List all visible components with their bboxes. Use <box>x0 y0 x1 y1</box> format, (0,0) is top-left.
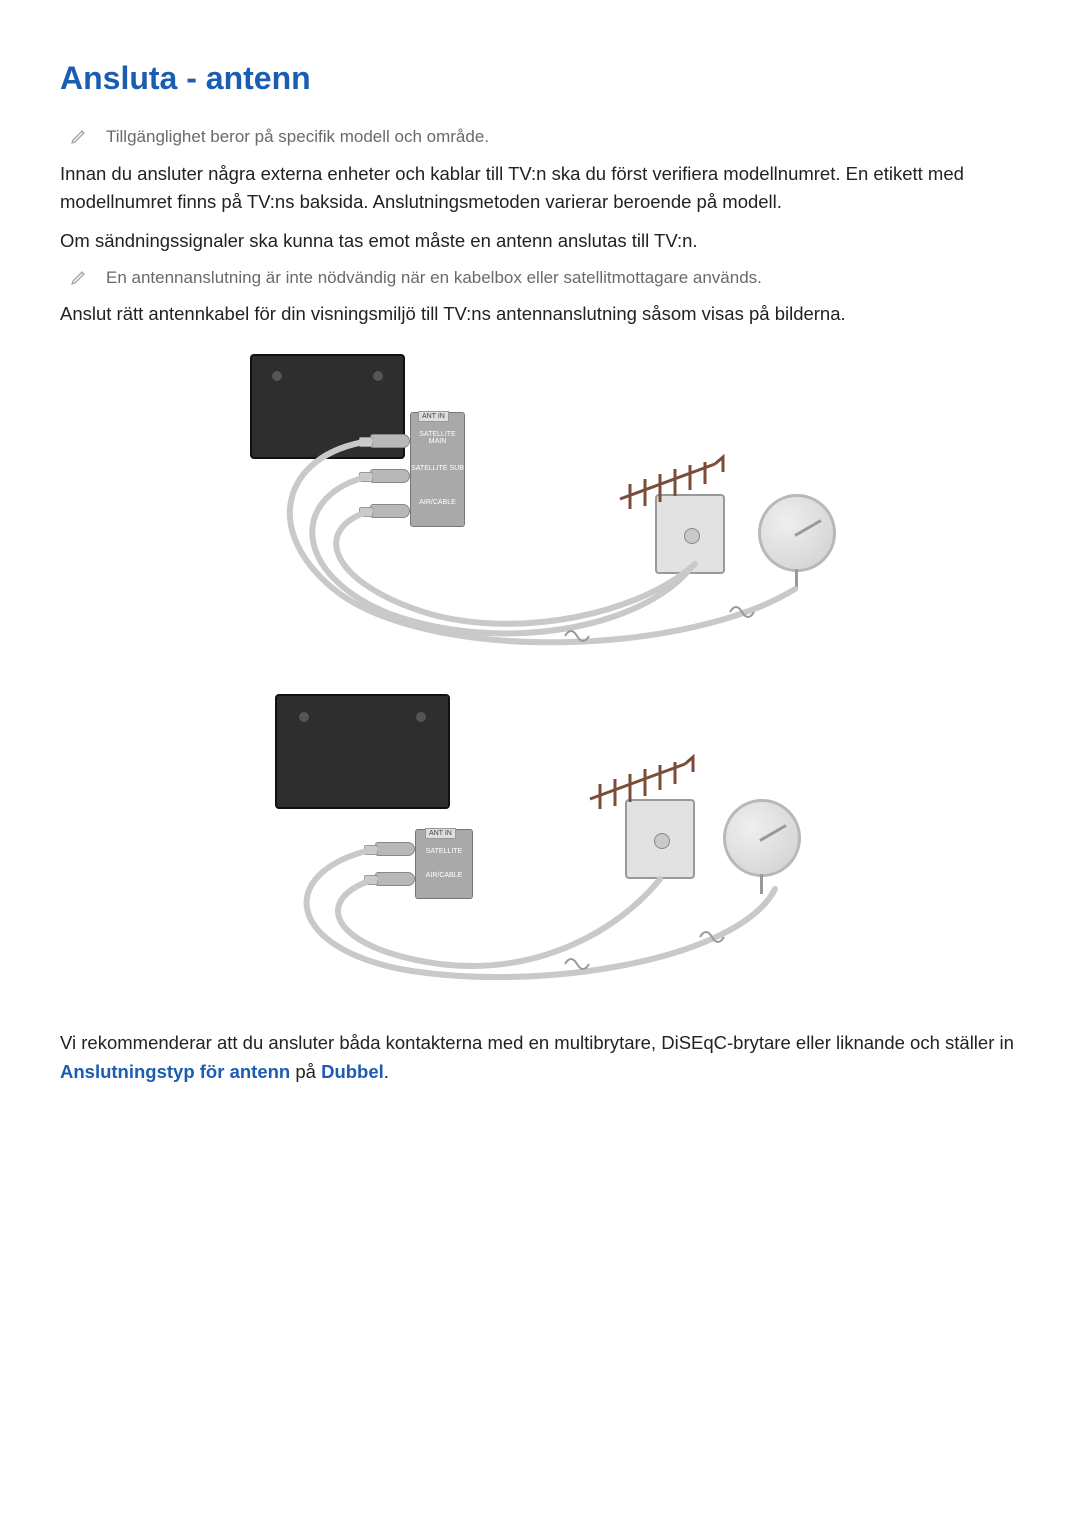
note-cablebox: En antennanslutning är inte nödvändig nä… <box>70 266 1020 291</box>
page-title-text: Ansluta - antenn <box>60 60 311 96</box>
paragraph-intro: Innan du ansluter några externa enheter … <box>60 160 1020 217</box>
diagram-container: ANT IN SATELLITE MAIN SATELLITE SUB AIR/… <box>60 354 1020 994</box>
link-dubbel: Dubbel <box>321 1061 384 1082</box>
text-segment: Vi rekommenderar att du ansluter båda ko… <box>60 1032 1014 1053</box>
pencil-icon <box>70 127 88 145</box>
paragraph-recommend: Vi rekommenderar att du ansluter båda ko… <box>60 1029 1020 1086</box>
note-text: Tillgänglighet beror på specifik modell … <box>106 125 489 150</box>
paragraph-connect: Anslut rätt antennkabel för din visnings… <box>60 300 1020 329</box>
cable-paths <box>220 354 860 664</box>
text-segment: . <box>384 1061 389 1082</box>
link-anslutningstyp: Anslutningstyp för antenn <box>60 1061 290 1082</box>
note-text: En antennanslutning är inte nödvändig nä… <box>106 266 762 291</box>
paragraph-signals: Om sändningssignaler ska kunna tas emot … <box>60 227 1020 256</box>
pencil-icon <box>70 268 88 286</box>
page-title: Ansluta - antenn <box>60 60 1020 97</box>
diagram-2port: ANT IN SATELLITE AIR/CABLE <box>220 694 860 994</box>
diagram-3port: ANT IN SATELLITE MAIN SATELLITE SUB AIR/… <box>220 354 860 664</box>
note-availability: Tillgänglighet beror på specifik modell … <box>70 125 1020 150</box>
text-segment: på <box>290 1061 321 1082</box>
cable-paths <box>220 694 860 994</box>
